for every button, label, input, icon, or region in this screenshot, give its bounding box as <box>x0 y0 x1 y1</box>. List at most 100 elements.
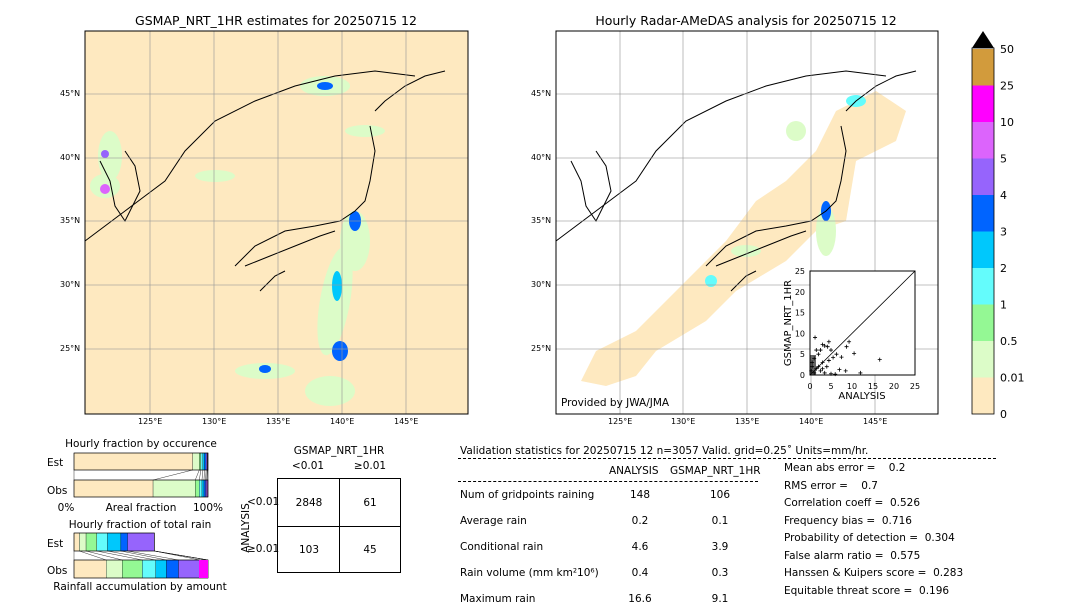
colorbar-label: 2 <box>1000 262 1007 275</box>
x-tick-label: 25 <box>910 382 920 391</box>
y-tick-label: 5 <box>800 350 805 359</box>
colorbar-segment <box>972 341 994 378</box>
rain-est-segment <box>85 532 97 552</box>
colorbar-segment <box>972 158 994 195</box>
colorbar-label: 5 <box>1000 153 1007 166</box>
stat-analysis-value: 0.2 <box>631 515 649 527</box>
x-tick-label: 20 <box>889 382 899 391</box>
stat-row-label: Conditional rain <box>460 541 544 553</box>
colorbar-segment <box>972 231 994 268</box>
colorbar-segment <box>972 195 994 232</box>
scatter-point <box>814 348 819 353</box>
score-line: Frequency bias = 0.716 <box>784 514 912 527</box>
est-label: Est <box>47 457 63 469</box>
colorbar-label: 50 <box>1000 43 1014 56</box>
score-line: Correlation coeff = 0.526 <box>784 497 920 509</box>
score-line: Equitable threat score = 0.196 <box>784 584 950 597</box>
rain-est-segment <box>120 532 128 552</box>
rain-area <box>100 184 110 194</box>
cell-tn: 2848 <box>295 497 323 509</box>
colorbar-label: 1 <box>1000 299 1007 312</box>
rain-obs-segment <box>155 559 167 579</box>
occurrence-est-segment <box>73 452 193 471</box>
analysis-coverage <box>581 91 906 386</box>
colorbar-segment <box>972 377 994 414</box>
lon-label-left: 140°E <box>330 417 355 426</box>
left-map-title: GSMAP_NRT_1HR estimates for 20250715 12 <box>135 13 417 28</box>
connector-line <box>153 469 193 481</box>
map-frame <box>555 30 939 415</box>
stat-analysis-value: 4.6 <box>631 541 649 553</box>
stat-row-label: Average rain <box>460 515 527 527</box>
rain-area <box>332 271 342 301</box>
rain-est-segment <box>96 532 108 552</box>
rain-area <box>816 206 836 256</box>
col-label-ge: ≥0.01 <box>353 460 387 472</box>
coastline <box>234 125 376 267</box>
scatter-point <box>813 335 818 340</box>
occurrence-est-segment <box>204 452 207 471</box>
colorbar-segment <box>972 122 994 159</box>
scatter-point <box>818 368 823 373</box>
scatter-point <box>858 370 863 375</box>
rain-obs-segment <box>178 559 201 579</box>
occurrence-est-segment-frame <box>73 452 209 471</box>
lat-label-left: 30°N <box>60 280 81 289</box>
colorbar-label: 0.5 <box>1000 335 1018 348</box>
rain-accum-label: Rainfall accumulation by amount <box>53 581 226 593</box>
rain-area <box>259 365 271 373</box>
x-tick-label: 5 <box>828 382 833 391</box>
rain-est-segment <box>107 532 122 552</box>
score-line: Probability of detection = 0.304 <box>784 532 955 544</box>
y-tick-label: 15 <box>795 309 805 318</box>
stat-analysis-value: 16.6 <box>628 593 652 605</box>
connector-line <box>154 550 209 561</box>
y-tick-label: 0 <box>800 371 805 380</box>
score-line: Mean abs error = 0.2 <box>784 462 906 474</box>
y-tick-label: 20 <box>795 288 805 297</box>
connector-line <box>96 550 143 561</box>
rain-area <box>195 170 235 182</box>
contingency-table: 2848 61 103 45 <box>277 478 401 573</box>
lon-label-right: 130°E <box>671 417 696 426</box>
scatter-point <box>831 355 836 360</box>
connector-line <box>86 550 123 561</box>
connector-line <box>199 469 202 481</box>
x-tick-label: 10 <box>847 382 857 391</box>
scatter-point <box>824 364 829 369</box>
lat-label-right: 25°N <box>531 344 552 353</box>
rain-area <box>101 150 109 158</box>
coastline <box>845 70 917 112</box>
occurrence-obs-segment <box>205 479 207 498</box>
coastline <box>730 270 757 292</box>
coastline <box>374 70 446 112</box>
occurrence-est-segment <box>200 452 204 471</box>
rain-obs-segment <box>142 559 156 579</box>
colorbar-segment <box>972 49 994 86</box>
col-analysis: ANALYSIS <box>609 465 659 477</box>
stat-gsmap-value: 0.3 <box>711 567 729 579</box>
scatter-point <box>818 348 823 353</box>
stats-header: Validation statistics for 20250715 12 n=… <box>460 445 869 457</box>
occurrence-obs-segment <box>152 479 196 498</box>
rain-area <box>305 376 355 406</box>
rain-est-segment <box>73 532 80 552</box>
rain-area <box>317 82 333 90</box>
stat-row-label: Rain volume (mm km²10⁶) <box>460 567 599 579</box>
rain-area <box>345 125 385 137</box>
lat-label-right: 35°N <box>531 216 552 225</box>
stat-gsmap-value: 3.9 <box>711 541 729 553</box>
stat-gsmap-value: 0.1 <box>711 515 729 527</box>
score-line: Hanssen & Kuipers score = 0.283 <box>784 567 964 579</box>
map-background <box>85 31 468 414</box>
rain-title: Hourly fraction of total rain <box>69 519 212 531</box>
right-map-title: Hourly Radar-AMeDAS analysis for 2025071… <box>595 13 897 28</box>
scatter-point <box>839 355 844 360</box>
connector-line <box>154 550 200 561</box>
row-label-ge: ≥0.01 <box>247 543 280 555</box>
connector-line <box>120 550 167 561</box>
rain-obs-segment <box>166 559 179 579</box>
